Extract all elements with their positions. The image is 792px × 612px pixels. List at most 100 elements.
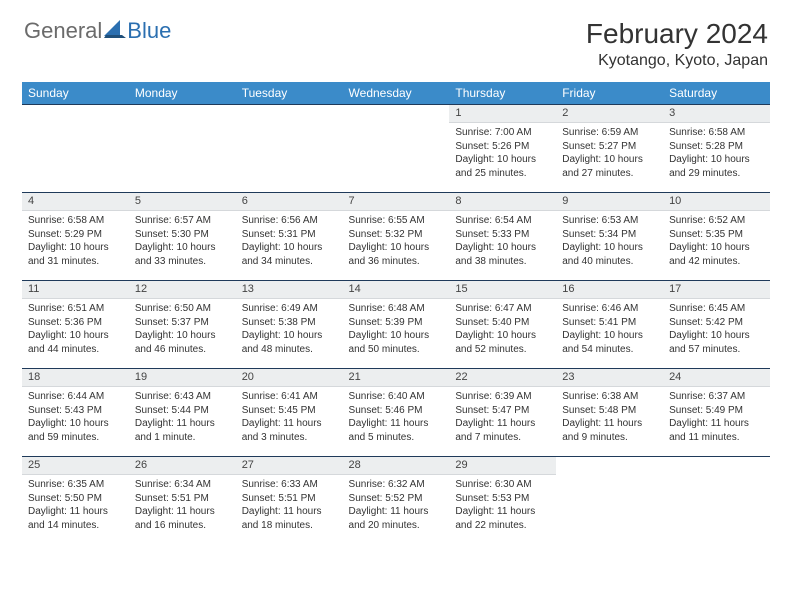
calendar-daynum-row: 45678910 — [22, 193, 770, 211]
sunrise-text: Sunrise: 7:00 AM — [455, 126, 550, 140]
day-content-cell: Sunrise: 6:34 AMSunset: 5:51 PMDaylight:… — [129, 475, 236, 545]
sunset-text: Sunset: 5:32 PM — [349, 228, 444, 242]
sunrise-text: Sunrise: 6:39 AM — [455, 390, 550, 404]
sunrise-text: Sunrise: 6:49 AM — [242, 302, 337, 316]
sunrise-text: Sunrise: 6:35 AM — [28, 478, 123, 492]
day-content-cell: Sunrise: 6:41 AMSunset: 5:45 PMDaylight:… — [236, 387, 343, 457]
empty-cell — [22, 105, 129, 123]
day-number-cell: 6 — [236, 193, 343, 211]
day-content-cell: Sunrise: 6:40 AMSunset: 5:46 PMDaylight:… — [343, 387, 450, 457]
day-content-cell: Sunrise: 6:43 AMSunset: 5:44 PMDaylight:… — [129, 387, 236, 457]
empty-cell — [343, 105, 450, 123]
day-number-cell: 28 — [343, 457, 450, 475]
weekday-header: Monday — [129, 82, 236, 105]
day-number-cell: 15 — [449, 281, 556, 299]
sunset-text: Sunset: 5:26 PM — [455, 140, 550, 154]
weekday-header: Saturday — [663, 82, 770, 105]
calendar-content-row: Sunrise: 6:35 AMSunset: 5:50 PMDaylight:… — [22, 475, 770, 545]
sunset-text: Sunset: 5:50 PM — [28, 492, 123, 506]
sunset-text: Sunset: 5:33 PM — [455, 228, 550, 242]
sunset-text: Sunset: 5:39 PM — [349, 316, 444, 330]
sunrise-text: Sunrise: 6:48 AM — [349, 302, 444, 316]
weekday-header: Friday — [556, 82, 663, 105]
daylight-text: Daylight: 11 hours and 3 minutes. — [242, 417, 337, 444]
sunrise-text: Sunrise: 6:57 AM — [135, 214, 230, 228]
calendar-content-row: Sunrise: 7:00 AMSunset: 5:26 PMDaylight:… — [22, 123, 770, 193]
day-content-cell: Sunrise: 6:57 AMSunset: 5:30 PMDaylight:… — [129, 211, 236, 281]
day-number-cell: 26 — [129, 457, 236, 475]
day-content-cell: Sunrise: 6:44 AMSunset: 5:43 PMDaylight:… — [22, 387, 129, 457]
day-number-cell: 1 — [449, 105, 556, 123]
day-number-cell: 7 — [343, 193, 450, 211]
empty-cell — [663, 475, 770, 545]
day-number-cell: 18 — [22, 369, 129, 387]
sunrise-text: Sunrise: 6:38 AM — [562, 390, 657, 404]
calendar-content-row: Sunrise: 6:58 AMSunset: 5:29 PMDaylight:… — [22, 211, 770, 281]
sunset-text: Sunset: 5:34 PM — [562, 228, 657, 242]
sunset-text: Sunset: 5:52 PM — [349, 492, 444, 506]
sail-icon — [104, 18, 126, 44]
calendar-daynum-row: 18192021222324 — [22, 369, 770, 387]
sunset-text: Sunset: 5:38 PM — [242, 316, 337, 330]
empty-cell — [556, 475, 663, 545]
calendar-daynum-row: 11121314151617 — [22, 281, 770, 299]
daylight-text: Daylight: 10 hours and 50 minutes. — [349, 329, 444, 356]
sunset-text: Sunset: 5:29 PM — [28, 228, 123, 242]
sunrise-text: Sunrise: 6:52 AM — [669, 214, 764, 228]
empty-cell — [663, 457, 770, 475]
day-content-cell: Sunrise: 6:32 AMSunset: 5:52 PMDaylight:… — [343, 475, 450, 545]
weekday-header: Tuesday — [236, 82, 343, 105]
day-number-cell: 20 — [236, 369, 343, 387]
daylight-text: Daylight: 11 hours and 14 minutes. — [28, 505, 123, 532]
sunrise-text: Sunrise: 6:34 AM — [135, 478, 230, 492]
day-number-cell: 23 — [556, 369, 663, 387]
sunrise-text: Sunrise: 6:33 AM — [242, 478, 337, 492]
daylight-text: Daylight: 11 hours and 7 minutes. — [455, 417, 550, 444]
sunset-text: Sunset: 5:43 PM — [28, 404, 123, 418]
day-content-cell: Sunrise: 6:39 AMSunset: 5:47 PMDaylight:… — [449, 387, 556, 457]
day-number-cell: 22 — [449, 369, 556, 387]
daylight-text: Daylight: 10 hours and 25 minutes. — [455, 153, 550, 180]
sunrise-text: Sunrise: 6:46 AM — [562, 302, 657, 316]
sunrise-text: Sunrise: 6:56 AM — [242, 214, 337, 228]
daylight-text: Daylight: 10 hours and 38 minutes. — [455, 241, 550, 268]
daylight-text: Daylight: 11 hours and 18 minutes. — [242, 505, 337, 532]
day-number-cell: 25 — [22, 457, 129, 475]
day-content-cell: Sunrise: 6:54 AMSunset: 5:33 PMDaylight:… — [449, 211, 556, 281]
day-content-cell: Sunrise: 6:55 AMSunset: 5:32 PMDaylight:… — [343, 211, 450, 281]
sunset-text: Sunset: 5:27 PM — [562, 140, 657, 154]
daylight-text: Daylight: 11 hours and 9 minutes. — [562, 417, 657, 444]
daylight-text: Daylight: 11 hours and 22 minutes. — [455, 505, 550, 532]
day-content-cell: Sunrise: 6:52 AMSunset: 5:35 PMDaylight:… — [663, 211, 770, 281]
empty-cell — [236, 123, 343, 193]
sunset-text: Sunset: 5:31 PM — [242, 228, 337, 242]
sunrise-text: Sunrise: 6:43 AM — [135, 390, 230, 404]
day-number-cell: 3 — [663, 105, 770, 123]
day-number-cell: 9 — [556, 193, 663, 211]
daylight-text: Daylight: 10 hours and 40 minutes. — [562, 241, 657, 268]
sunrise-text: Sunrise: 6:37 AM — [669, 390, 764, 404]
sunset-text: Sunset: 5:37 PM — [135, 316, 230, 330]
sunset-text: Sunset: 5:44 PM — [135, 404, 230, 418]
sunrise-text: Sunrise: 6:32 AM — [349, 478, 444, 492]
day-content-cell: Sunrise: 6:59 AMSunset: 5:27 PMDaylight:… — [556, 123, 663, 193]
daylight-text: Daylight: 10 hours and 33 minutes. — [135, 241, 230, 268]
sunrise-text: Sunrise: 6:41 AM — [242, 390, 337, 404]
sunrise-text: Sunrise: 6:40 AM — [349, 390, 444, 404]
daylight-text: Daylight: 10 hours and 36 minutes. — [349, 241, 444, 268]
day-content-cell: Sunrise: 6:58 AMSunset: 5:28 PMDaylight:… — [663, 123, 770, 193]
day-number-cell: 4 — [22, 193, 129, 211]
sunrise-text: Sunrise: 6:54 AM — [455, 214, 550, 228]
day-number-cell: 8 — [449, 193, 556, 211]
daylight-text: Daylight: 11 hours and 1 minute. — [135, 417, 230, 444]
daylight-text: Daylight: 11 hours and 16 minutes. — [135, 505, 230, 532]
day-number-cell: 17 — [663, 281, 770, 299]
sunset-text: Sunset: 5:30 PM — [135, 228, 230, 242]
calendar-content-row: Sunrise: 6:44 AMSunset: 5:43 PMDaylight:… — [22, 387, 770, 457]
day-content-cell: Sunrise: 6:38 AMSunset: 5:48 PMDaylight:… — [556, 387, 663, 457]
day-content-cell: Sunrise: 6:58 AMSunset: 5:29 PMDaylight:… — [22, 211, 129, 281]
sunset-text: Sunset: 5:47 PM — [455, 404, 550, 418]
sunset-text: Sunset: 5:41 PM — [562, 316, 657, 330]
sunrise-text: Sunrise: 6:58 AM — [669, 126, 764, 140]
daylight-text: Daylight: 10 hours and 34 minutes. — [242, 241, 337, 268]
